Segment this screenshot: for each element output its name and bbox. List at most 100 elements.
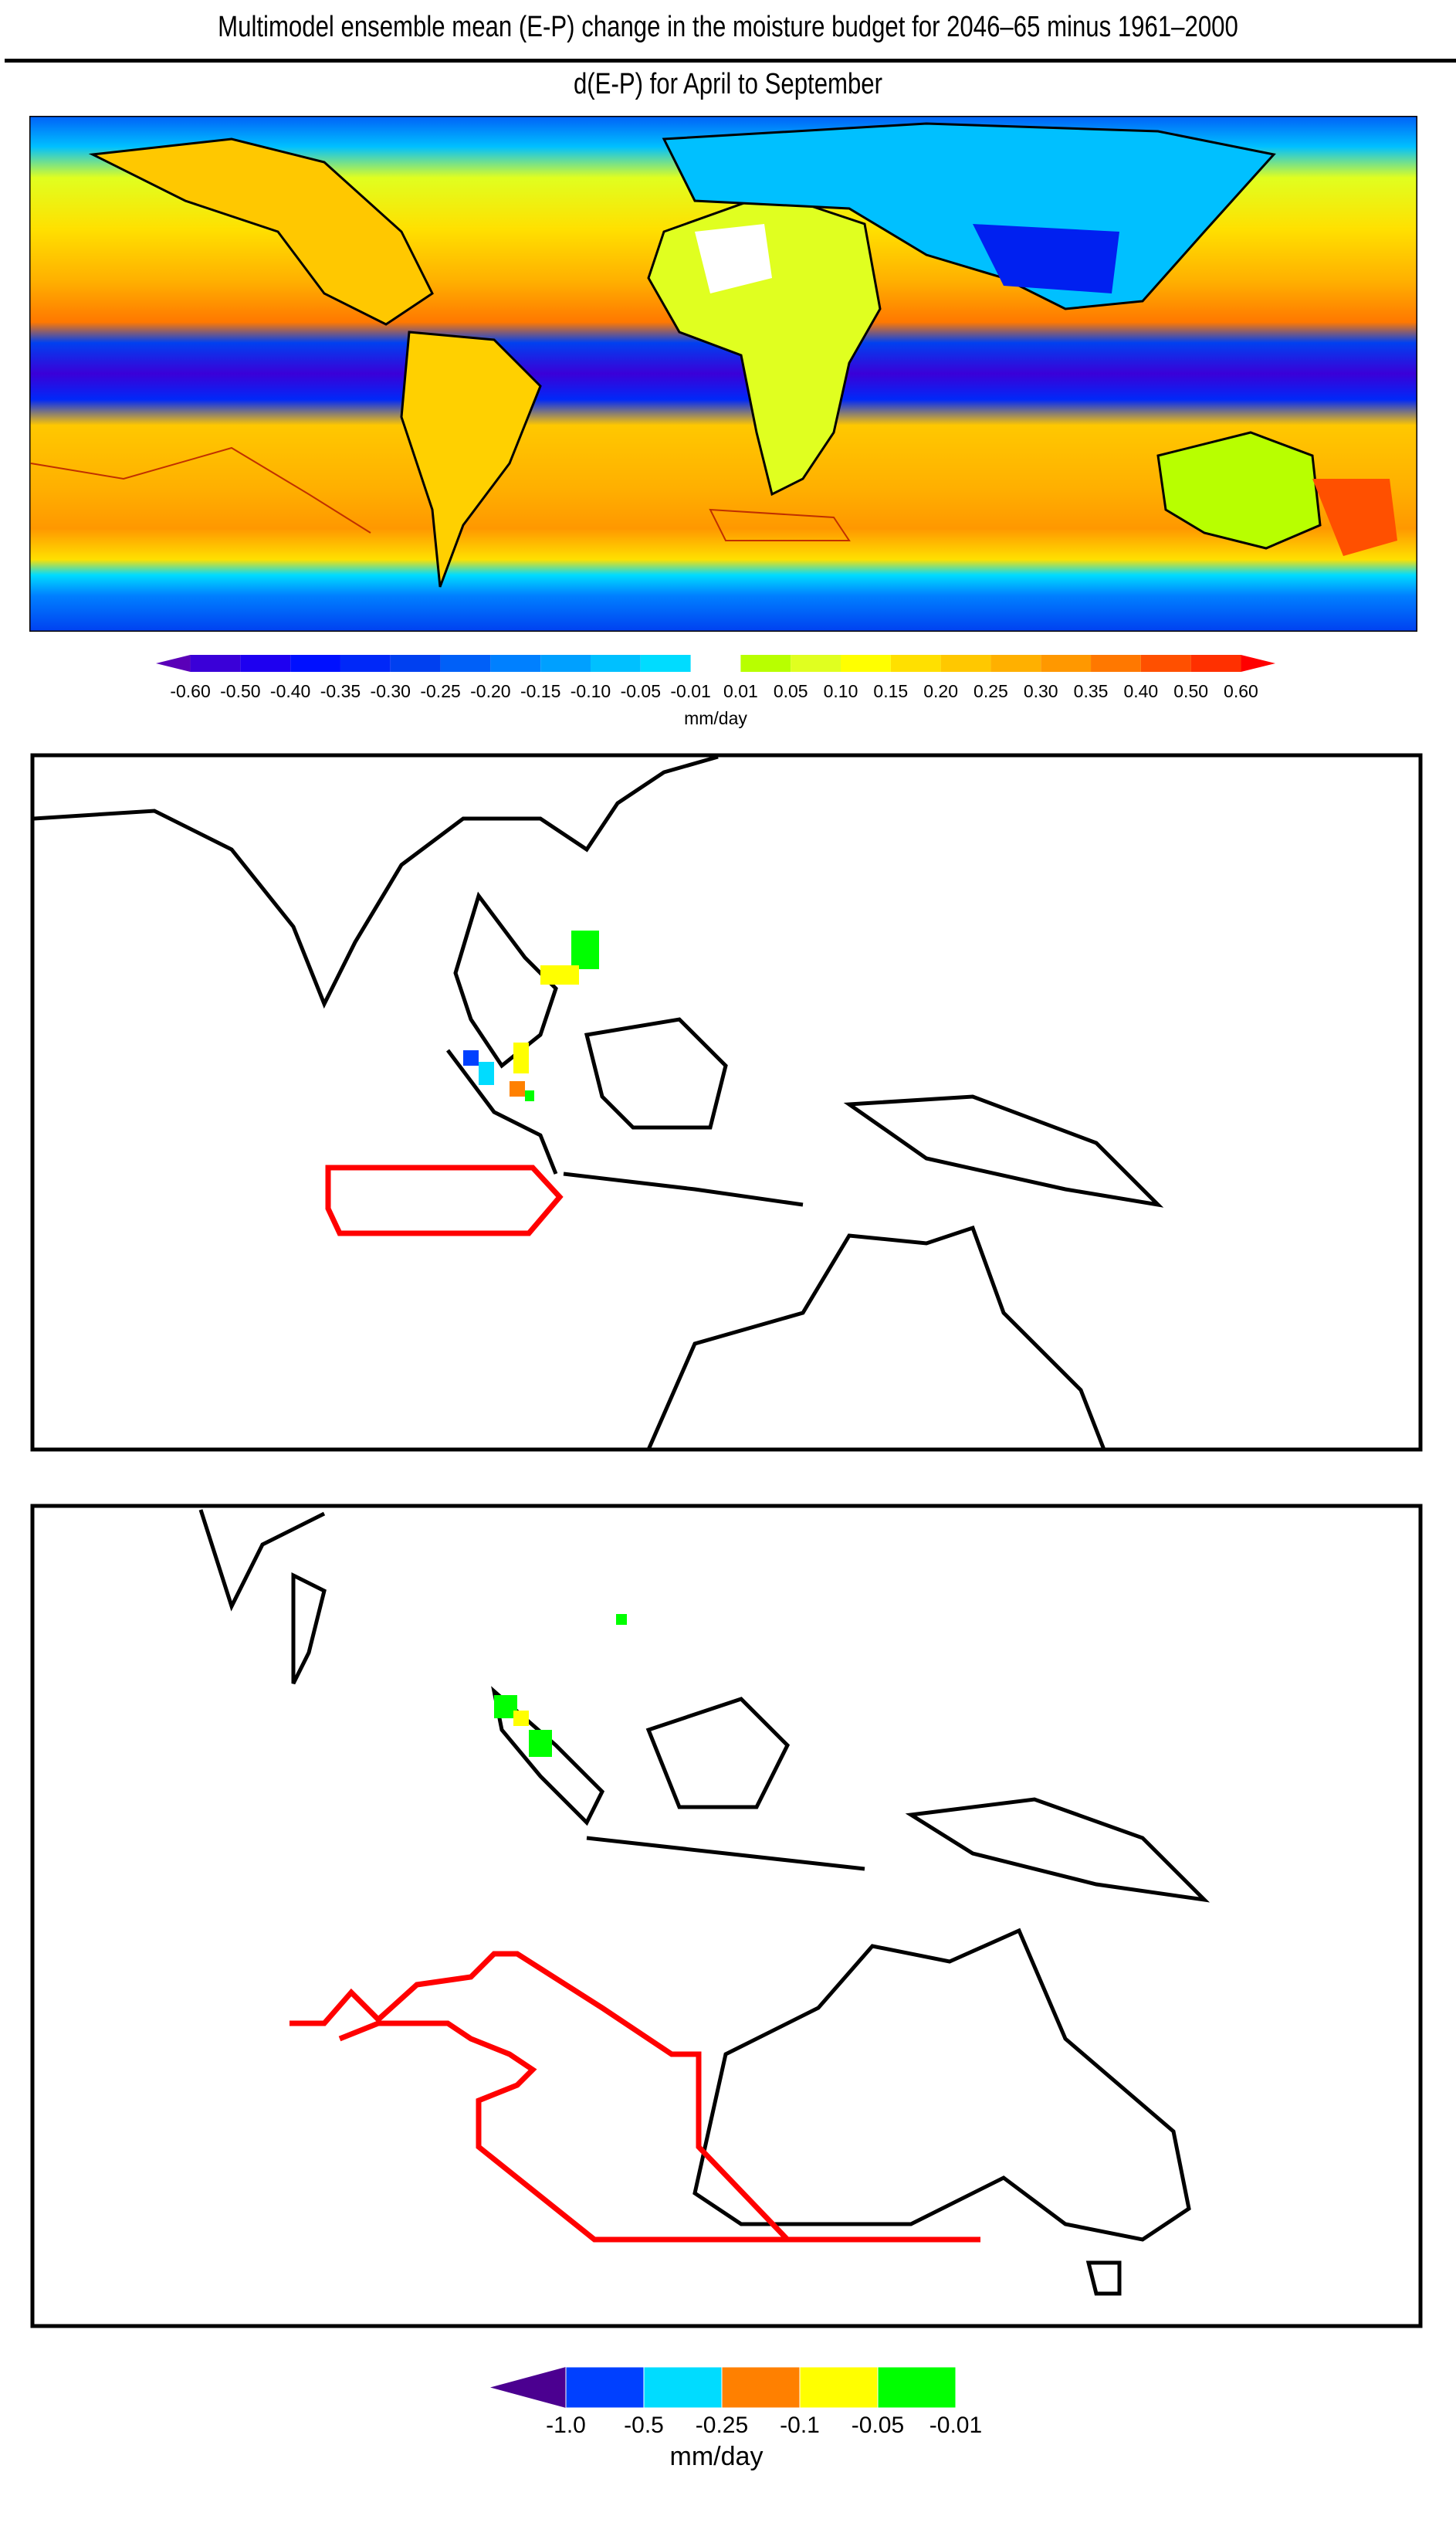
colorbar-global: -0.60 -0.50 -0.40 -0.35 -0.30 -0.25 -0.20 -0.15… [155,655,1275,701]
data-cell [513,1043,529,1073]
data-cell [479,1062,494,1085]
tasmania-coastline [1085,2260,1122,2296]
colorbar-swatch [890,655,941,672]
colorbar-swatch [240,655,291,672]
colorbar-tick-label: -0.05 [621,681,661,701]
south-asia-negative [973,224,1119,293]
colorbar-swatch [440,655,491,672]
colorbar-swatch [643,2366,723,2409]
colorbar-swatch [190,655,241,672]
colorbar-tick-label: -0.60 [170,681,210,701]
colorbar-swatch [640,655,691,672]
colorbar-under-arrow [155,655,191,672]
data-cell [616,1614,627,1625]
colorbar-swatch [877,2366,957,2409]
colorbar-tick-label: -0.01 [929,2413,982,2438]
data-cell [529,1730,552,1757]
colorbar-tick-label: -0.1 [780,2413,820,2438]
colorbar-swatch [721,2366,801,2409]
data-cell [510,1081,525,1097]
figure-subtitle: d(E-P) for April to September [573,68,883,100]
colorbar-tick-label: -0.30 [371,681,411,701]
colorbar-swatch [791,655,841,672]
colorbar-swatch [990,655,1041,672]
australia-coastline [692,1928,1191,2242]
significance-contour [290,1951,980,2243]
java-coastline [586,1836,865,1871]
colorbar-swatch [490,655,541,672]
colorbar-unit-label: mm/day [684,708,747,728]
borneo-coastline [584,1017,728,1130]
eurasia-land [662,122,1276,310]
colorbar-swatch [290,655,340,672]
sumatra-coastline [491,1686,605,1826]
colorbar-unit-label: mm/day [670,2442,764,2471]
colorbar-tick-label: 0.05 [774,681,808,701]
colorbar-tick-label: -0.50 [220,681,260,701]
colorbar-tick-label: 0.25 [973,681,1008,701]
data-cell [525,1090,534,1101]
colorbar-tick-label: 0.30 [1024,681,1058,701]
south-america-land [400,331,542,588]
java-coastline [563,1172,804,1207]
colorbar-swatch [390,655,441,672]
colorbar-tick-label: -1.0 [546,2413,586,2438]
significance-contour [709,508,851,541]
colorbar-swatch [841,655,891,672]
coastline [33,754,719,1009]
colorbar-tick-label: -0.5 [624,2413,664,2438]
colorbar-tick-label: -0.15 [520,681,560,701]
colorbar-swatch [1041,655,1092,672]
colorbar-tick-label: -0.01 [670,681,710,701]
new-guinea-coastline [843,1094,1164,1208]
colorbar-swatch [1190,655,1241,672]
sri-lanka-coastline [291,1572,327,1685]
coastline [446,1049,558,1175]
colorbar-swatch [799,2366,879,2409]
colorbar-tick-label: 0.20 [923,681,958,701]
colorbar-tick-label: -0.20 [470,681,510,701]
colorbar-swatch [565,2366,645,2409]
figure-title: Multimodel ensemble mean (E-P) change in… [218,11,1238,43]
significance-contour [325,1165,564,1236]
sahara-blank [695,224,772,293]
colorbar-tick-label: 0.50 [1173,681,1208,701]
colorbar-regional: -1.0 -0.5 -0.25 -0.1 -0.05 -0.01 [490,2366,982,2438]
colorbar-tick-label: 0.10 [824,681,858,701]
borneo-coastline [645,1697,791,1809]
australia-coastline [646,1225,1106,1451]
colorbar-tick-label: 0.15 [873,681,908,701]
colorbar-swatch [740,655,791,672]
data-cell [463,1050,479,1066]
australia-land [1156,431,1322,550]
regional-map-2 [30,1504,1423,2328]
colorbar-over-arrow [1241,655,1275,672]
regional-map-1 [30,753,1423,1452]
colorbar-swatch [1091,655,1141,672]
colorbar-tick-label: 0.35 [1074,681,1109,701]
colorbar-swatch [1140,655,1191,672]
data-cell [571,931,599,969]
global-map [29,116,1417,632]
colorbar-tick-label: -0.25 [696,2413,748,2438]
colorbar-tick-label: -0.25 [420,681,460,701]
colorbar-tick-label: -0.05 [852,2413,904,2438]
colorbar-tick-label: 0.40 [1123,681,1158,701]
new-guinea-coastline [905,1797,1211,1903]
title-divider [5,59,1456,63]
data-cell [513,1711,529,1726]
north-america-land [88,137,434,326]
colorbar-swatch [940,655,991,672]
colorbar-swatch [340,655,391,672]
colorbar-tick-label: 0.60 [1224,681,1258,701]
colorbar-tick-label: -0.40 [270,681,310,701]
tasman-positive [1312,479,1397,556]
colorbar-swatch [590,655,641,672]
map-frame [30,1504,1423,2328]
coastline [198,1509,326,1612]
colorbar-tick-label: -0.10 [571,681,611,701]
colorbar-tick-label: -0.35 [320,681,361,701]
colorbar-swatch [540,655,591,672]
data-cell [540,965,579,985]
